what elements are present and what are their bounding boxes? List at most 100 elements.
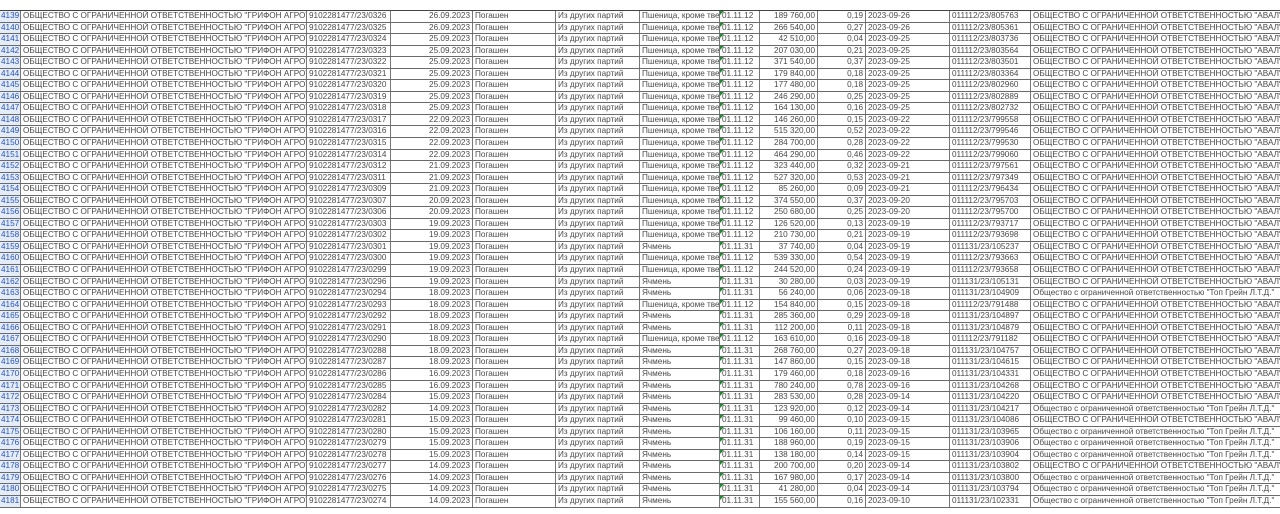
cell-date-2[interactable]: 2023-09-15 (866, 426, 950, 438)
cell-date[interactable]: 25.09.2023 (391, 80, 473, 91)
cell-certificate[interactable]: 011131/23/102331 (950, 495, 1031, 507)
cell-amount[interactable]: 200 700,00 (760, 461, 818, 472)
cell-amount[interactable]: 154 840,00 (760, 299, 818, 311)
row-header[interactable]: 4180 (0, 484, 21, 495)
cell-source[interactable]: Из других партий (556, 449, 640, 461)
cell-seller[interactable]: ОБЩЕСТВО С ОГРАНИЧЕННОЙ ОТВЕТСТВЕННОСТЬЮ… (23, 172, 307, 184)
cell-product-code[interactable]: 01.11.31 (720, 472, 760, 484)
cell-product[interactable]: Пшеница, кроме тве (642, 184, 720, 195)
cell-date-2[interactable]: 2023-09-25 (866, 80, 950, 91)
cell-amount[interactable]: 164 130,00 (760, 103, 818, 114)
cell-source[interactable]: Из других партий (556, 380, 640, 392)
cell-certificate[interactable]: 011112/23/805361 (950, 22, 1031, 34)
row-header[interactable]: 4163 (0, 288, 21, 299)
cell-document-number[interactable]: 9102281477/23/0281 (307, 415, 391, 426)
cell-amount[interactable]: 167 980,00 (760, 472, 818, 484)
cell-product-code[interactable]: 01.11.12 (720, 91, 760, 103)
cell-date-2[interactable]: 2023-09-25 (866, 45, 950, 57)
cell-product-code[interactable]: 01.11.12 (720, 253, 760, 265)
cell-product[interactable]: Пшеница, кроме тве (642, 172, 720, 184)
cell-product[interactable]: Ячмень (640, 241, 720, 253)
cell-source[interactable]: Из других партий (556, 172, 640, 184)
cell-status[interactable]: Погашен (473, 34, 556, 45)
cell-source[interactable]: Из других партий (556, 415, 640, 426)
cell-status[interactable]: Погашен (473, 68, 556, 80)
cell-source[interactable]: Из других партий (556, 265, 640, 276)
cell-source[interactable]: Из других партий (556, 426, 640, 438)
cell-amount[interactable]: 250 680,00 (760, 207, 818, 218)
cell-amount[interactable]: 126 520,00 (760, 218, 818, 230)
cell-date-2[interactable]: 2023-09-19 (866, 218, 950, 230)
cell-certificate[interactable]: 011131/23/103904 (950, 449, 1031, 461)
row-header[interactable]: 4156 (0, 207, 21, 218)
cell-document-number[interactable]: 9102281477/23/0303 (307, 218, 391, 230)
cell-quantity[interactable]: 0,18 (818, 80, 866, 91)
cell-amount[interactable]: 371 540,00 (760, 57, 818, 68)
cell-certificate[interactable]: 011112/23/793658 (950, 265, 1031, 276)
cell-status[interactable]: Погашен (473, 149, 556, 161)
cell-date-2[interactable]: 2023-09-20 (866, 195, 950, 207)
cell-date-2[interactable]: 2023-09-14 (866, 403, 950, 415)
cell-product-code[interactable]: 01.11.12 (720, 184, 760, 195)
cell-date[interactable]: 22.09.2023 (391, 149, 473, 161)
cell-product[interactable]: Ячмень (640, 449, 720, 461)
cell-source[interactable]: Из других партий (556, 195, 640, 207)
cell-source[interactable]: Из других партий (556, 276, 640, 288)
cell-buyer[interactable]: ОБЩЕСТВО С ОГРАНИЧЕННОЙ ОТВЕТСТВЕННОСТЬЮ… (1033, 195, 1280, 205)
row-header[interactable]: 4144 (0, 68, 21, 80)
cell-document-number[interactable]: 9102281477/23/0291 (307, 322, 391, 334)
cell-quantity[interactable]: 0,53 (818, 172, 866, 184)
cell-quantity[interactable]: 0,19 (818, 438, 866, 449)
cell-document-number[interactable]: 9102281477/23/0299 (307, 265, 391, 276)
cell-seller[interactable]: ОБЩЕСТВО С ОГРАНИЧЕННОЙ ОТВЕТСТВЕННОСТЬЮ… (23, 276, 307, 288)
cell-status[interactable]: Погашен (473, 22, 556, 34)
cell-product[interactable]: Ячмень (640, 392, 720, 403)
cell-certificate[interactable]: 011131/23/104268 (950, 380, 1031, 392)
cell-seller[interactable]: ОБЩЕСТВО С ОГРАНИЧЕННОЙ ОТВЕТСТВЕННОСТЬЮ… (23, 415, 307, 426)
cell-date-2[interactable]: 2023-09-19 (866, 241, 950, 253)
cell-buyer[interactable]: ОБЩЕСТВО С ОГРАНИЧЕННОЙ ОТВЕТСТВЕННОСТЬЮ… (1033, 34, 1280, 44)
cell-document-number[interactable]: 9102281477/23/0290 (307, 334, 391, 345)
cell-status[interactable]: Погашен (473, 218, 556, 230)
cell-source[interactable]: Из других партий (556, 126, 640, 138)
cell-buyer[interactable]: Общество с ограниченной ответственностью… (1033, 495, 1275, 505)
cell-date[interactable]: 20.09.2023 (391, 207, 473, 218)
cell-certificate[interactable]: 011112/23/791182 (950, 334, 1031, 345)
cell-source[interactable]: Из других партий (556, 392, 640, 403)
cell-status[interactable]: Погашен (473, 80, 556, 91)
cell-document-number[interactable]: 9102281477/23/0324 (307, 34, 391, 45)
cell-buyer[interactable]: ОБЩЕСТВО С ОГРАНИЧЕННОЙ ОТВЕТСТВЕННОСТЬЮ… (1033, 91, 1280, 101)
cell-product-code[interactable]: 01.11.12 (720, 68, 760, 80)
cell-quantity[interactable]: 0,17 (818, 472, 866, 484)
cell-document-number[interactable]: 9102281477/23/0307 (307, 195, 391, 207)
row-header[interactable]: 4167 (0, 334, 21, 345)
cell-product-code[interactable]: 01.11.12 (720, 195, 760, 207)
cell-quantity[interactable]: 0,15 (818, 299, 866, 311)
cell-source[interactable]: Из других партий (556, 80, 640, 91)
cell-seller[interactable]: ОБЩЕСТВО С ОГРАНИЧЕННОЙ ОТВЕТСТВЕННОСТЬЮ… (23, 68, 307, 80)
row-header[interactable]: 4172 (0, 392, 21, 403)
cell-document-number[interactable]: 9102281477/23/0279 (307, 438, 391, 449)
cell-date-2[interactable]: 2023-09-18 (866, 299, 950, 311)
cell-document-number[interactable]: 9102281477/23/0317 (307, 114, 391, 126)
cell-source[interactable]: Из других партий (556, 322, 640, 334)
cell-buyer[interactable]: ОБЩЕСТВО С ОГРАНИЧЕННОЙ ОТВЕТСТВЕННОСТЬЮ… (1033, 57, 1280, 67)
cell-buyer[interactable]: Общество с ограниченной ответственностью… (1033, 438, 1275, 448)
cell-product-code[interactable]: 01.11.31 (720, 426, 760, 438)
cell-date-2[interactable]: 2023-09-18 (866, 288, 950, 299)
cell-date[interactable]: 16.09.2023 (391, 368, 473, 380)
cell-product-code[interactable]: 01.11.12 (720, 149, 760, 161)
cell-date[interactable]: 18.09.2023 (391, 322, 473, 334)
cell-date[interactable]: 22.09.2023 (391, 138, 473, 149)
cell-status[interactable]: Погашен (473, 334, 556, 345)
cell-document-number[interactable]: 9102281477/23/0311 (307, 172, 391, 184)
cell-buyer[interactable]: Общество с ограниченной ответственностью… (1033, 288, 1275, 298)
cell-amount[interactable]: 179 840,00 (760, 68, 818, 80)
cell-date[interactable]: 18.09.2023 (391, 345, 473, 357)
cell-amount[interactable]: 106 160,00 (760, 426, 818, 438)
cell-product[interactable]: Ячмень (640, 484, 720, 495)
cell-amount[interactable]: 527 320,00 (760, 172, 818, 184)
cell-seller[interactable]: ОБЩЕСТВО С ОГРАНИЧЕННОЙ ОТВЕТСТВЕННОСТЬЮ… (23, 218, 307, 230)
cell-buyer[interactable]: ОБЩЕСТВО С ОГРАНИЧЕННОЙ ОТВЕТСТВЕННОСТЬЮ… (1033, 276, 1280, 286)
cell-document-number[interactable]: 9102281477/23/0296 (307, 276, 391, 288)
